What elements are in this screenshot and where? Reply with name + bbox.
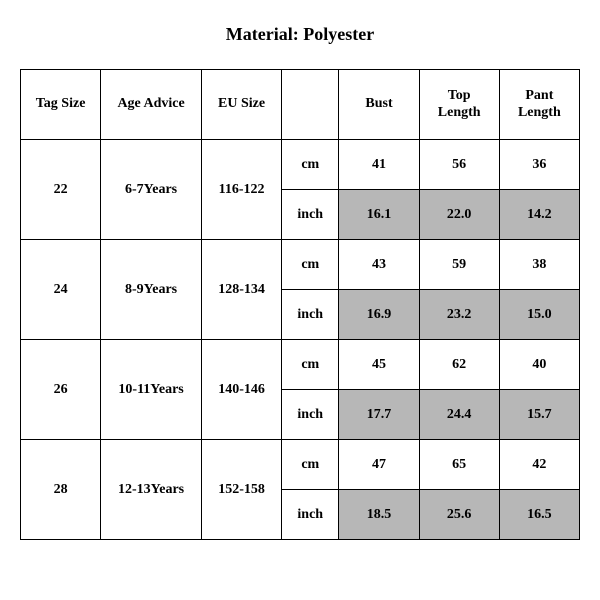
cell-unit-cm: cm bbox=[282, 240, 339, 290]
col-top-length: Top Length bbox=[419, 70, 499, 140]
cell-age-advice: 10-11Years bbox=[101, 340, 202, 440]
size-chart-body: 226-7Years116-122cm415636inch16.122.014.… bbox=[21, 140, 580, 540]
cell-eu-size: 116-122 bbox=[201, 140, 281, 240]
table-header-row: Tag Size Age Advice EU Size Bust Top Len… bbox=[21, 70, 580, 140]
col-eu-size: EU Size bbox=[201, 70, 281, 140]
cell-unit-inch: inch bbox=[282, 290, 339, 340]
cell-bust-inch: 17.7 bbox=[339, 390, 419, 440]
cell-top_length-inch: 23.2 bbox=[419, 290, 499, 340]
cell-age-advice: 8-9Years bbox=[101, 240, 202, 340]
cell-age-advice: 6-7Years bbox=[101, 140, 202, 240]
cell-unit-inch: inch bbox=[282, 190, 339, 240]
cell-top_length-inch: 24.4 bbox=[419, 390, 499, 440]
table-row: 226-7Years116-122cm415636 bbox=[21, 140, 580, 190]
cell-bust-cm: 41 bbox=[339, 140, 419, 190]
cell-unit-cm: cm bbox=[282, 140, 339, 190]
col-bust: Bust bbox=[339, 70, 419, 140]
table-row: 2610-11Years140-146cm456240 bbox=[21, 340, 580, 390]
cell-top_length-cm: 59 bbox=[419, 240, 499, 290]
cell-top_length-inch: 25.6 bbox=[419, 490, 499, 540]
cell-tag-size: 26 bbox=[21, 340, 101, 440]
cell-eu-size: 152-158 bbox=[201, 440, 281, 540]
cell-bust-inch: 18.5 bbox=[339, 490, 419, 540]
cell-tag-size: 28 bbox=[21, 440, 101, 540]
cell-unit-inch: inch bbox=[282, 390, 339, 440]
cell-pant_length-inch: 14.2 bbox=[499, 190, 579, 240]
col-age-advice: Age Advice bbox=[101, 70, 202, 140]
cell-unit-cm: cm bbox=[282, 340, 339, 390]
page-title: Material: Polyester bbox=[20, 24, 580, 45]
cell-top_length-cm: 65 bbox=[419, 440, 499, 490]
cell-top_length-cm: 62 bbox=[419, 340, 499, 390]
table-row: 2812-13Years152-158cm476542 bbox=[21, 440, 580, 490]
cell-age-advice: 12-13Years bbox=[101, 440, 202, 540]
size-chart-table: Tag Size Age Advice EU Size Bust Top Len… bbox=[20, 69, 580, 540]
cell-tag-size: 22 bbox=[21, 140, 101, 240]
cell-bust-cm: 47 bbox=[339, 440, 419, 490]
cell-pant_length-cm: 42 bbox=[499, 440, 579, 490]
cell-top_length-inch: 22.0 bbox=[419, 190, 499, 240]
cell-pant_length-inch: 15.7 bbox=[499, 390, 579, 440]
cell-pant_length-cm: 36 bbox=[499, 140, 579, 190]
cell-unit-inch: inch bbox=[282, 490, 339, 540]
cell-tag-size: 24 bbox=[21, 240, 101, 340]
cell-bust-inch: 16.9 bbox=[339, 290, 419, 340]
cell-pant_length-inch: 15.0 bbox=[499, 290, 579, 340]
cell-bust-cm: 45 bbox=[339, 340, 419, 390]
cell-eu-size: 128-134 bbox=[201, 240, 281, 340]
cell-pant_length-cm: 38 bbox=[499, 240, 579, 290]
col-tag-size: Tag Size bbox=[21, 70, 101, 140]
cell-eu-size: 140-146 bbox=[201, 340, 281, 440]
cell-top_length-cm: 56 bbox=[419, 140, 499, 190]
cell-pant_length-inch: 16.5 bbox=[499, 490, 579, 540]
col-unit bbox=[282, 70, 339, 140]
table-row: 248-9Years128-134cm435938 bbox=[21, 240, 580, 290]
cell-pant_length-cm: 40 bbox=[499, 340, 579, 390]
col-pant-length: Pant Length bbox=[499, 70, 579, 140]
cell-unit-cm: cm bbox=[282, 440, 339, 490]
cell-bust-inch: 16.1 bbox=[339, 190, 419, 240]
cell-bust-cm: 43 bbox=[339, 240, 419, 290]
